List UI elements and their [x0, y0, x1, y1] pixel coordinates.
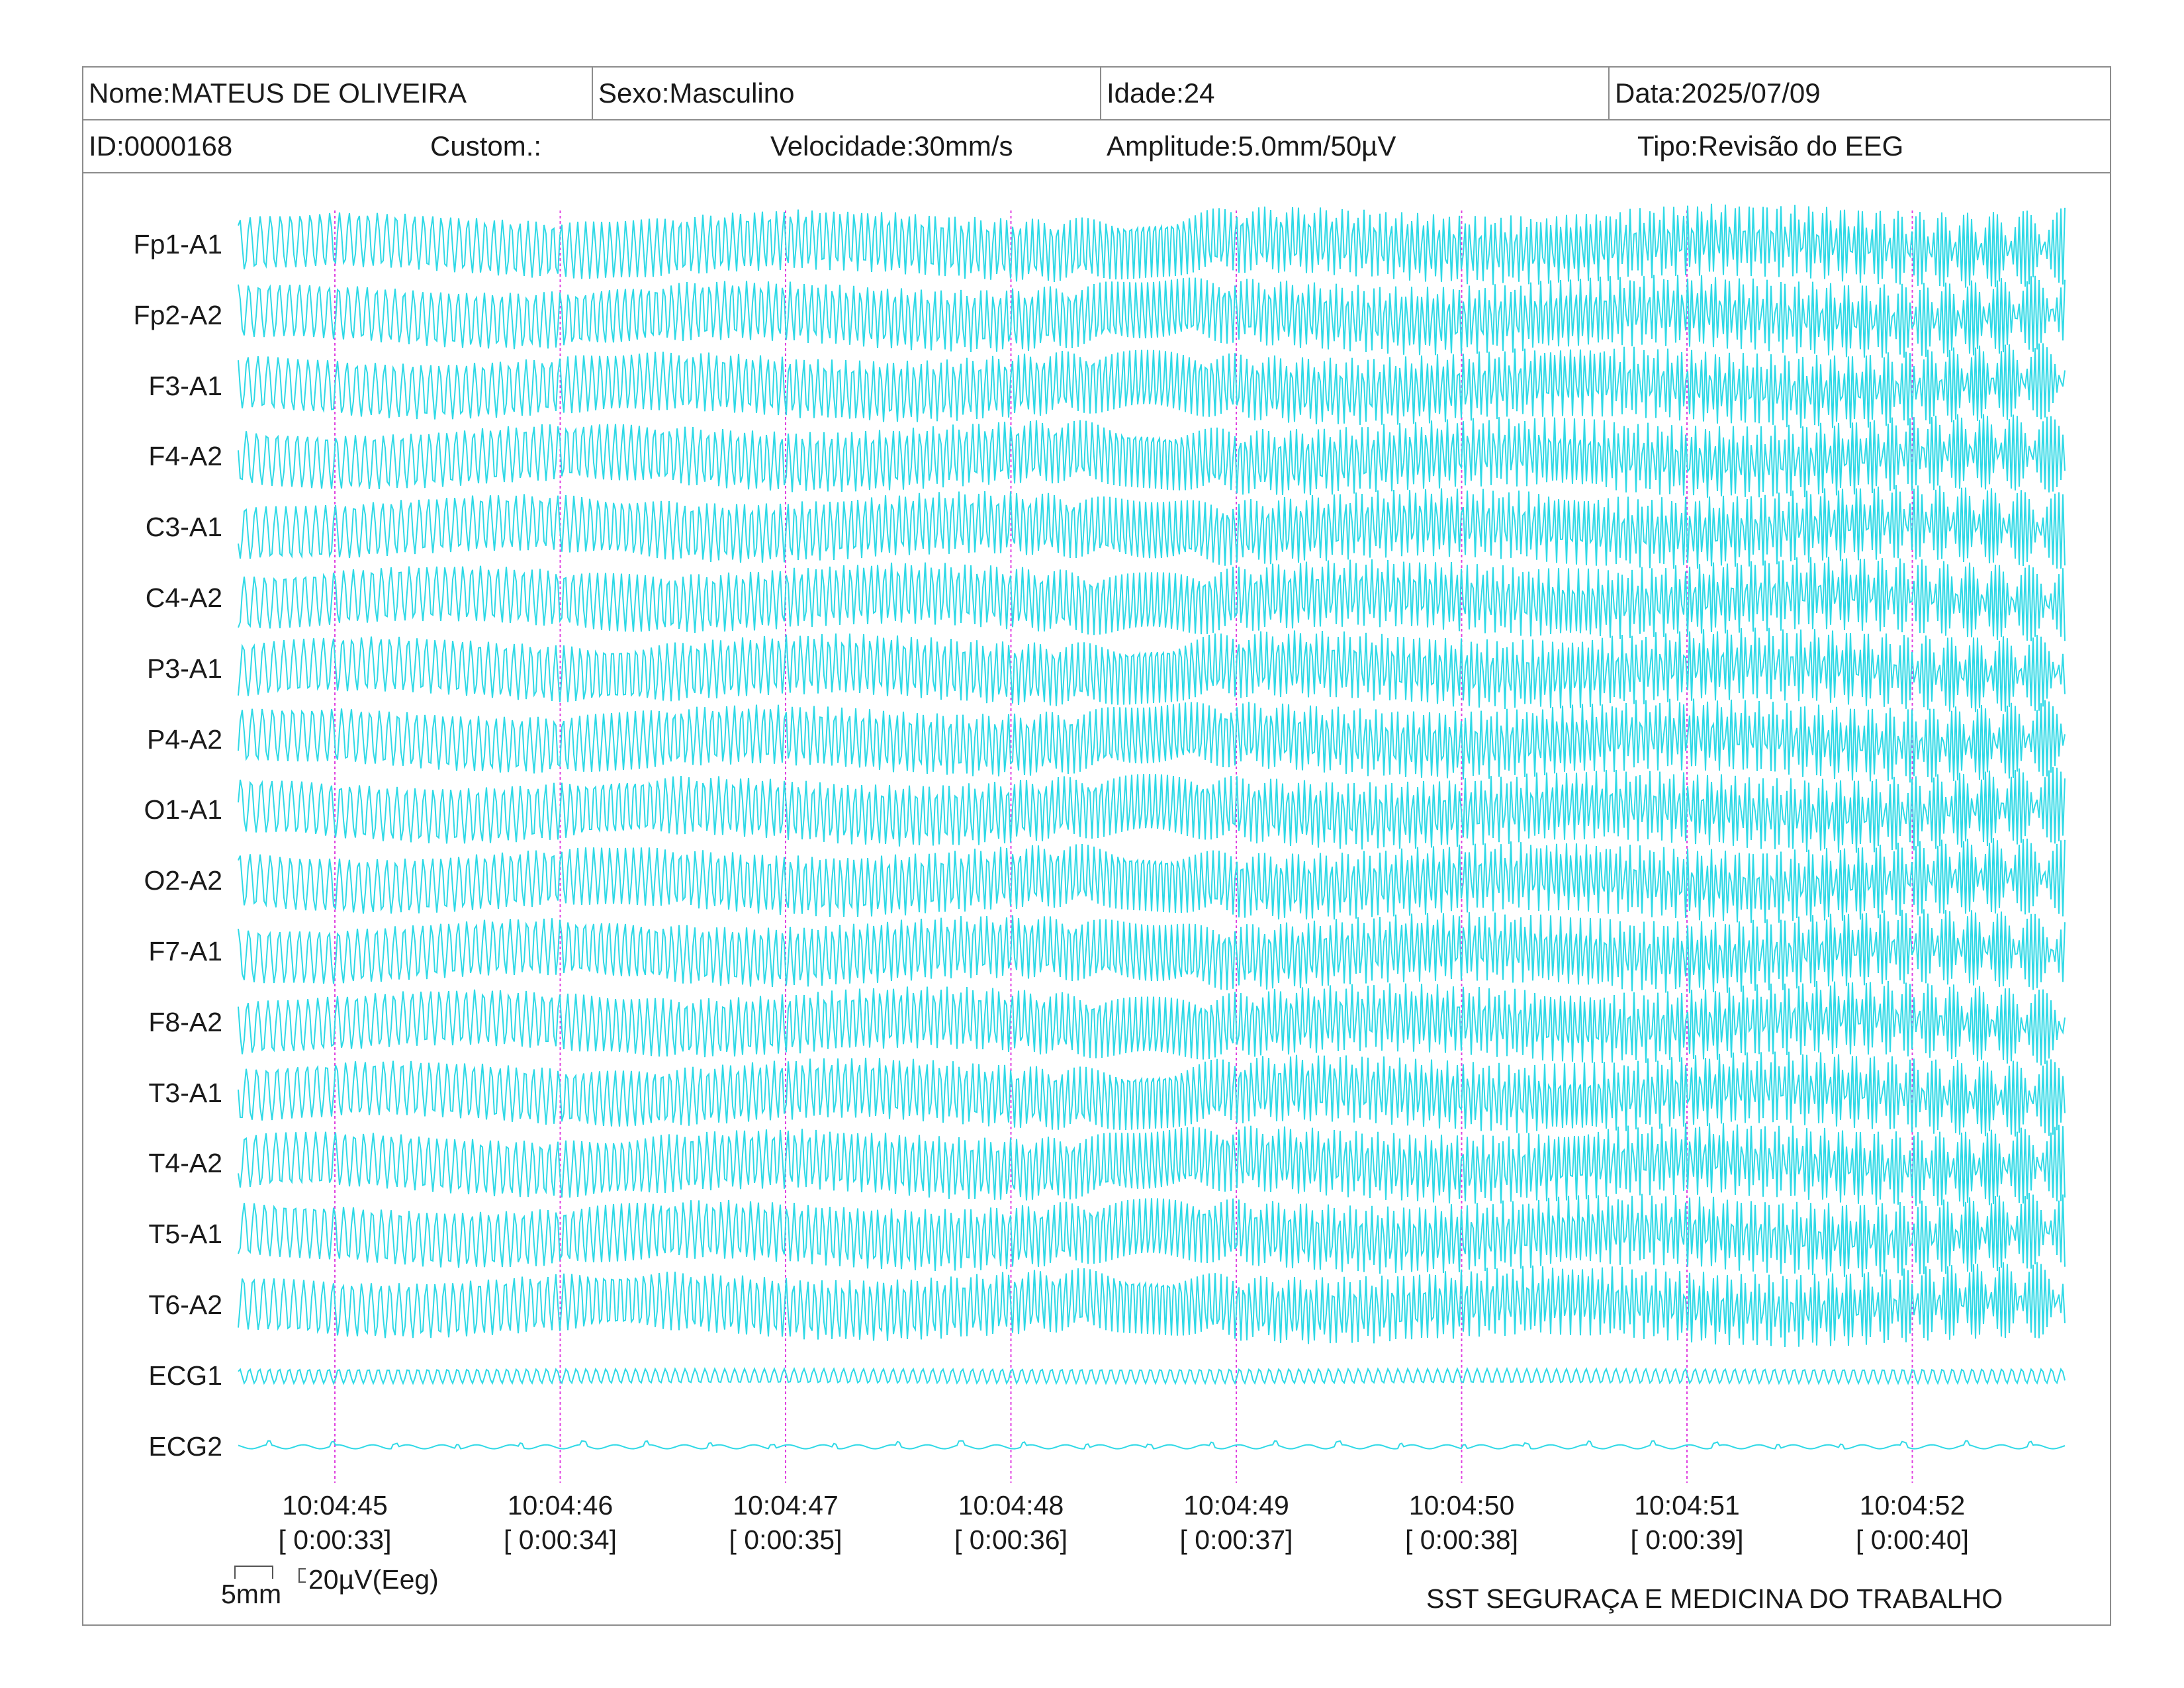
clock-time: 10:04:45: [282, 1490, 388, 1521]
time-label: 10:04:52[ 0:00:40]: [1827, 1488, 1999, 1557]
channel-label: Fp2-A2: [133, 299, 222, 330]
channel-label: P4-A2: [147, 724, 222, 755]
type-field: Tipo:Revisão do EEG: [1637, 130, 1904, 162]
elapsed-time: [ 0:00:34]: [504, 1524, 617, 1555]
trace-ecg1: [238, 1367, 2066, 1385]
channel-label: T5-A1: [148, 1219, 222, 1250]
header-row-1: Nome:MATEUS DE OLIVEIRA Sexo:Masculino I…: [83, 68, 2110, 120]
trace-f4-a2: [238, 414, 2066, 498]
speed-field: Velocidade:30mm/s: [770, 130, 1013, 162]
trace-f3-a1: [238, 343, 2066, 428]
time-label: 10:04:48[ 0:00:36]: [925, 1488, 1097, 1557]
time-scale-label: 5mm: [221, 1579, 282, 1609]
trace-t4-a2: [238, 1123, 2066, 1207]
clock-time: 10:04:46: [507, 1490, 614, 1521]
trace-f7-a1: [238, 909, 2066, 994]
organization-name: SST SEGURAÇA E MEDICINA DO TRABALHO: [1426, 1583, 2003, 1614]
channel-label: T3-A1: [148, 1077, 222, 1108]
elapsed-time: [ 0:00:36]: [954, 1524, 1068, 1555]
channel-label: C3-A1: [145, 512, 222, 543]
elapsed-time: [ 0:00:37]: [1179, 1524, 1293, 1555]
time-label: 10:04:45[ 0:00:33]: [249, 1488, 421, 1557]
patient-name: Nome:MATEUS DE OLIVEIRA: [83, 68, 593, 119]
trace-fp2-a2: [238, 274, 2066, 358]
channel-label: P3-A1: [147, 653, 222, 684]
trace-c3-a1: [238, 485, 2066, 569]
channel-label: ECG2: [148, 1430, 222, 1462]
elapsed-time: [ 0:00:39]: [1630, 1524, 1744, 1555]
clock-time: 10:04:49: [1183, 1490, 1289, 1521]
patient-age: Idade:24: [1101, 68, 1610, 119]
clock-time: 10:04:48: [958, 1490, 1064, 1521]
trace-t6-a2: [238, 1262, 2066, 1348]
time-label: 10:04:50[ 0:00:38]: [1376, 1488, 1548, 1557]
elapsed-time: [ 0:00:38]: [1405, 1524, 1518, 1555]
channel-label: T4-A2: [148, 1148, 222, 1179]
exam-date: Data:2025/07/09: [1615, 77, 1821, 109]
elapsed-time: [ 0:00:35]: [729, 1524, 842, 1555]
elapsed-time: [ 0:00:33]: [278, 1524, 392, 1555]
time-label: 10:04:51[ 0:00:39]: [1601, 1488, 1773, 1557]
channel-label: F7-A1: [148, 936, 222, 966]
channel-label: ECG1: [148, 1360, 222, 1391]
header-row-2: ID:0000168 Custom.: Velocidade:30mm/s Am…: [83, 120, 2110, 173]
channel-label: C4-A2: [145, 583, 222, 613]
trace-ecg2: [238, 1440, 2066, 1450]
trace-t5-a1: [238, 1193, 2066, 1278]
time-label: 10:04:47[ 0:00:35]: [700, 1488, 872, 1557]
channel-label: Fp1-A1: [133, 229, 222, 259]
time-label: 10:04:49[ 0:00:37]: [1150, 1488, 1322, 1557]
channel-label: F8-A2: [148, 1006, 222, 1037]
clock-time: 10:04:52: [1859, 1490, 1966, 1521]
trace-o2-a2: [238, 838, 2066, 923]
clock-time: 10:04:51: [1634, 1490, 1740, 1521]
report-frame: Nome:MATEUS DE OLIVEIRA Sexo:Masculino I…: [82, 66, 2111, 1626]
trace-o1-a1: [238, 767, 2066, 853]
trace-f8-a2: [238, 980, 2066, 1066]
clock-time: 10:04:50: [1408, 1490, 1515, 1521]
trace-p3-a1: [238, 628, 2066, 712]
clock-time: 10:04:47: [733, 1490, 839, 1521]
amp-scale-bracket: [298, 1568, 306, 1583]
channel-label: F3-A1: [148, 370, 222, 401]
channel-label: O2-A2: [144, 865, 223, 896]
channel-label: T6-A2: [148, 1289, 222, 1320]
channel-label: F4-A2: [148, 441, 222, 472]
trace-p4-a2: [238, 698, 2066, 783]
channel-label: O1-A1: [144, 794, 223, 825]
time-scale-bracket: [234, 1566, 273, 1579]
time-label: 10:04:46[ 0:00:34]: [475, 1488, 647, 1557]
patient-id: ID:0000168: [89, 130, 233, 162]
trace-t3-a1: [238, 1051, 2066, 1137]
custom-field: Custom.:: [430, 130, 542, 162]
elapsed-time: [ 0:00:40]: [1856, 1524, 1969, 1555]
patient-sex: Sexo:Masculino: [593, 68, 1101, 119]
trace-fp1-a1: [238, 203, 2066, 288]
amp-scale-label: 20µV(Eeg): [308, 1564, 439, 1595]
amplitude-field: Amplitude:5.0mm/50µV: [1107, 130, 1396, 162]
trace-c4-a2: [238, 556, 2066, 641]
